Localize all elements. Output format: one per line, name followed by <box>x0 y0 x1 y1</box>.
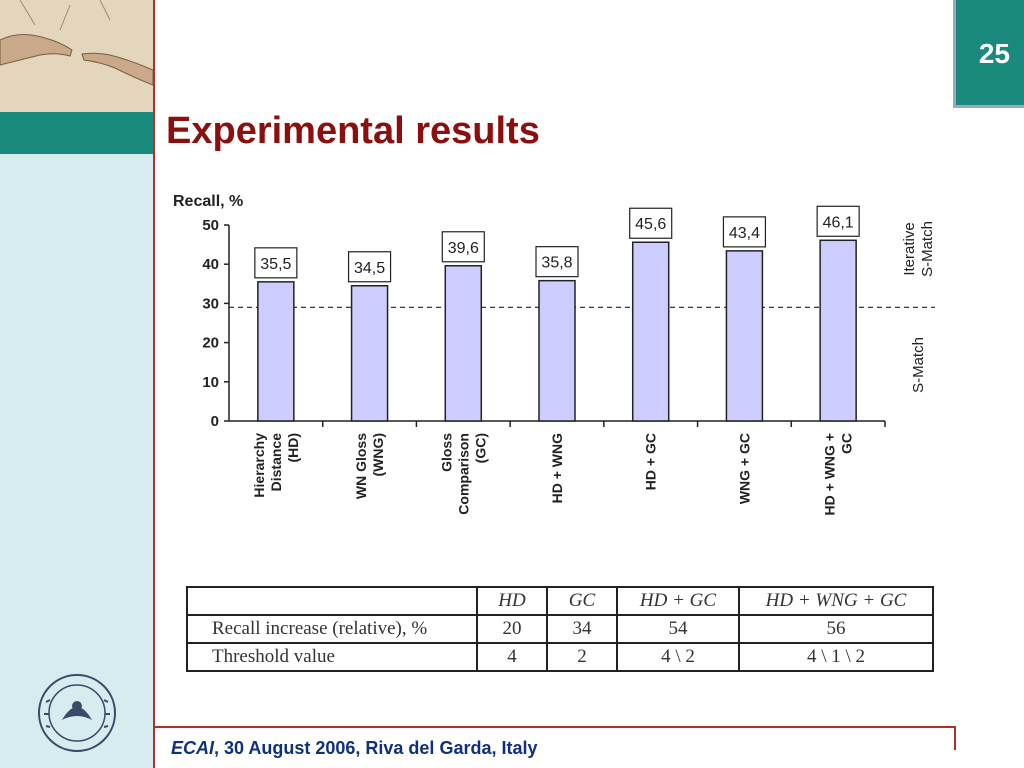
table-cell: 54 <box>616 614 740 644</box>
table-cell: Threshold value <box>186 642 478 672</box>
category-label-line: HD + GC <box>643 433 659 490</box>
category-label: HD + WNG <box>549 433 565 504</box>
bar <box>444 265 483 422</box>
data-label-box <box>347 251 392 283</box>
sidebar-divider <box>153 0 155 768</box>
y-tick-label: 50 <box>202 217 219 234</box>
category-label: HD + WNG + GC <box>822 433 855 515</box>
data-label-box <box>629 207 673 239</box>
bar <box>725 250 764 422</box>
y-tick-label: 10 <box>202 374 219 391</box>
category-label: Hierarchy Distance (HD) <box>251 433 301 498</box>
table-header-cell: GC <box>546 586 618 616</box>
data-label-box <box>535 246 579 278</box>
university-seal-icon <box>38 674 116 752</box>
table-row: Threshold value 4 2 4 \ 2 4 \ 1 \ 2 <box>186 642 934 672</box>
slide-title: Experimental results <box>166 110 540 152</box>
bar <box>631 241 670 422</box>
footer-divider-tick <box>954 726 956 750</box>
slide-number-box: 25 <box>953 0 1024 108</box>
category-label-line: WNG + GC <box>736 433 752 504</box>
y-tick-label: 0 <box>211 413 219 430</box>
bar <box>538 279 576 422</box>
footer-venue: ECAI <box>171 738 215 758</box>
footer-details: , 30 August 2006, Riva del Garda, Italy <box>214 738 538 758</box>
data-label-box <box>441 231 485 263</box>
side-label-smatch: S-Match <box>910 337 927 393</box>
category-label: HD + GC <box>643 433 659 490</box>
side-label-iterative-smatch: Iterative S-Match <box>901 221 936 277</box>
category-label-line: HD + WNG <box>549 433 565 504</box>
data-label: 45,6 <box>635 216 666 233</box>
results-table: HD GC HD + GC HD + WNG + GC Recall incre… <box>186 586 934 672</box>
category-label-line: Hierarchy <box>251 433 267 498</box>
table-cell: Recall increase (relative), % <box>186 614 478 644</box>
side-label-smatch-line: S-Match <box>910 337 927 393</box>
table-cell: 4 <box>476 642 548 672</box>
category-label: Gloss Comparison (GC) <box>438 433 488 515</box>
slide-number: 25 <box>978 38 1010 69</box>
category-label-line: (WNG) <box>370 433 386 477</box>
table-cell: 34 <box>546 614 618 644</box>
data-label-box <box>722 216 767 248</box>
table-header-cell <box>186 586 478 616</box>
data-label: 34,5 <box>354 260 385 277</box>
data-label-box <box>816 205 860 237</box>
data-label: 35,8 <box>541 255 572 272</box>
bar <box>350 285 389 422</box>
table-cell: 4 \ 2 <box>616 642 740 672</box>
data-label: 46,1 <box>823 214 854 231</box>
category-label-line: Distance <box>268 433 284 492</box>
side-label-iterative-smatch-line: Iterative <box>901 222 918 275</box>
table-header-cell: HD <box>476 586 548 616</box>
category-label: WNG + GC <box>736 433 752 504</box>
category-label-line: WN Gloss <box>353 433 369 499</box>
table-cell: 4 \ 1 \ 2 <box>738 642 934 672</box>
data-label: 35,5 <box>260 256 291 273</box>
footer-divider <box>155 726 956 728</box>
table-cell: 2 <box>546 642 618 672</box>
footer: ECAI, 30 August 2006, Riva del Garda, It… <box>171 738 537 759</box>
y-tick-label: 30 <box>202 295 219 312</box>
data-label: 43,4 <box>729 225 760 242</box>
y-axis-label: Recall, % <box>173 193 243 210</box>
sidebar <box>0 0 155 768</box>
side-label-iterative-smatch-line: S-Match <box>919 221 936 277</box>
category-label: WN Gloss (WNG) <box>353 433 386 499</box>
category-label-line: (GC) <box>472 433 488 463</box>
y-tick-label: 40 <box>202 256 219 273</box>
table-cell: 20 <box>476 614 548 644</box>
y-tick-label: 20 <box>202 335 219 352</box>
sidebar-band <box>0 112 153 154</box>
table-row: Recall increase (relative), % 20 34 54 5… <box>186 614 934 644</box>
bar <box>819 239 857 422</box>
table-header-row: HD GC HD + GC HD + WNG + GC <box>186 586 934 616</box>
bar <box>257 281 295 422</box>
category-label-line: (HD) <box>285 433 301 463</box>
table-cell: 56 <box>738 614 934 644</box>
fresco-image <box>0 0 153 112</box>
data-label: 39,6 <box>448 240 479 257</box>
category-label-line: Comparison <box>455 433 471 515</box>
category-label-line: GC <box>839 433 855 454</box>
category-label-line: HD + WNG + <box>822 433 838 515</box>
table-header-cell: HD + WNG + GC <box>738 586 934 616</box>
category-label-line: Gloss <box>438 433 454 472</box>
data-label-box <box>254 247 298 279</box>
table-header-cell: HD + GC <box>616 586 740 616</box>
